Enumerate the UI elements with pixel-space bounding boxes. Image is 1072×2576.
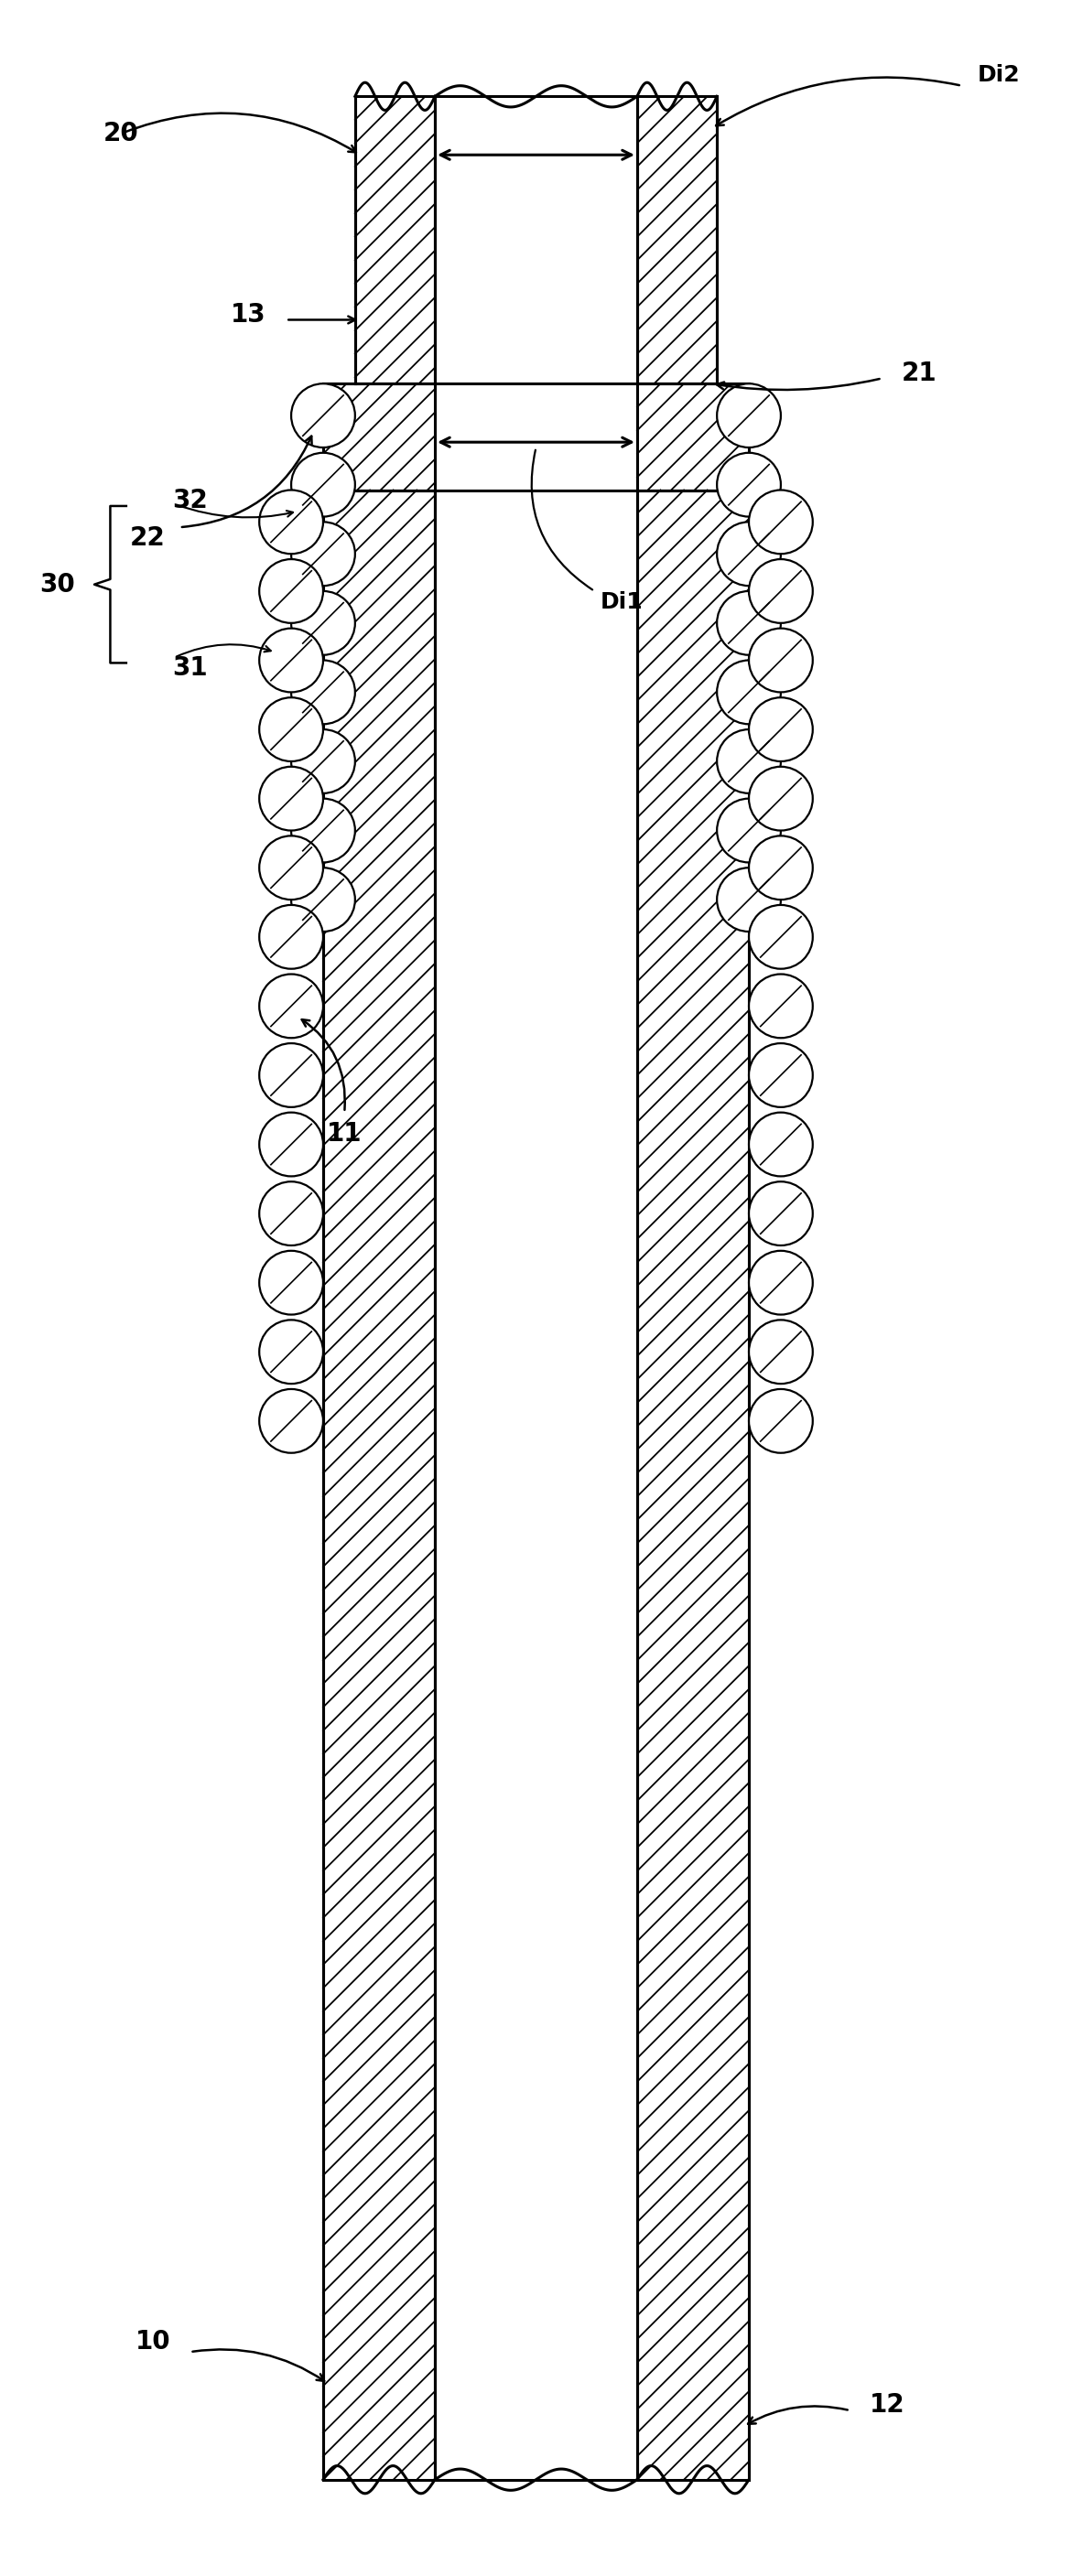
Circle shape: [292, 799, 355, 863]
Circle shape: [749, 904, 813, 969]
Text: 32: 32: [173, 487, 208, 513]
Circle shape: [717, 868, 780, 933]
Circle shape: [717, 659, 780, 724]
Circle shape: [259, 1182, 323, 1244]
Bar: [637, 384, 749, 489]
Circle shape: [749, 835, 813, 899]
Circle shape: [292, 523, 355, 585]
Circle shape: [749, 768, 813, 829]
Circle shape: [259, 698, 323, 762]
Text: 30: 30: [40, 572, 75, 598]
Circle shape: [259, 768, 323, 829]
Text: 20: 20: [103, 121, 138, 147]
Bar: [637, 95, 717, 384]
Bar: [435, 489, 637, 2481]
Text: 13: 13: [230, 301, 266, 327]
Text: 10: 10: [135, 2329, 170, 2354]
Circle shape: [259, 904, 323, 969]
Circle shape: [292, 384, 355, 448]
Text: 22: 22: [130, 526, 165, 551]
Circle shape: [259, 1043, 323, 1108]
Bar: [637, 489, 749, 2481]
Bar: [355, 95, 435, 384]
Circle shape: [259, 559, 323, 623]
Circle shape: [749, 974, 813, 1038]
Bar: [637, 95, 717, 384]
Bar: [323, 489, 435, 2481]
Text: 11: 11: [327, 1121, 362, 1146]
Bar: [355, 95, 435, 384]
Text: 31: 31: [173, 654, 208, 680]
Circle shape: [749, 1113, 813, 1177]
Circle shape: [292, 729, 355, 793]
Circle shape: [292, 868, 355, 933]
Circle shape: [749, 629, 813, 693]
Circle shape: [259, 1388, 323, 1453]
Circle shape: [749, 1252, 813, 1314]
Bar: [435, 95, 637, 384]
Circle shape: [717, 453, 780, 518]
Circle shape: [717, 729, 780, 793]
Circle shape: [749, 1319, 813, 1383]
Circle shape: [717, 799, 780, 863]
Text: 21: 21: [902, 361, 937, 386]
Circle shape: [292, 453, 355, 518]
Bar: [637, 489, 749, 2481]
Circle shape: [717, 590, 780, 654]
Bar: [323, 489, 435, 2481]
Bar: [637, 384, 749, 489]
Circle shape: [717, 384, 780, 448]
Circle shape: [749, 1388, 813, 1453]
Text: 12: 12: [869, 2393, 905, 2419]
Circle shape: [259, 1252, 323, 1314]
Circle shape: [749, 559, 813, 623]
Circle shape: [292, 659, 355, 724]
Circle shape: [259, 629, 323, 693]
Circle shape: [749, 1043, 813, 1108]
Circle shape: [259, 835, 323, 899]
Circle shape: [259, 974, 323, 1038]
Circle shape: [259, 1319, 323, 1383]
Circle shape: [259, 1113, 323, 1177]
Text: Di1: Di1: [600, 590, 642, 613]
Circle shape: [749, 698, 813, 762]
Text: Di2: Di2: [978, 64, 1021, 85]
Circle shape: [749, 1182, 813, 1244]
Bar: [323, 384, 435, 489]
Circle shape: [259, 489, 323, 554]
Bar: [323, 384, 435, 489]
Circle shape: [292, 590, 355, 654]
Circle shape: [749, 489, 813, 554]
Circle shape: [717, 523, 780, 585]
